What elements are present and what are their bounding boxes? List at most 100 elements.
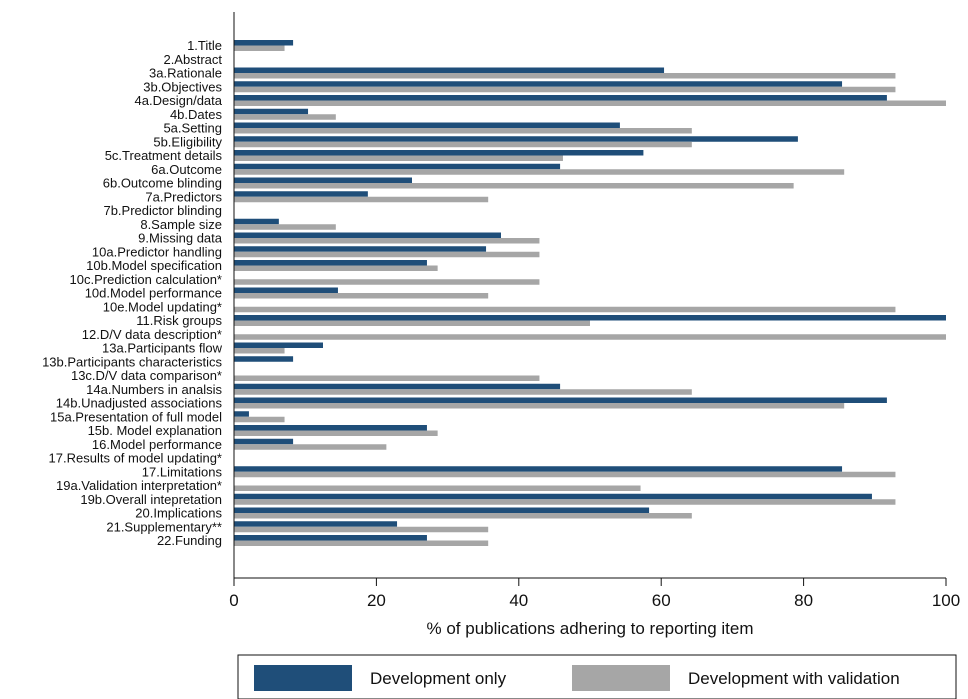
bar-development-with-validation <box>234 169 845 175</box>
bar-development-with-validation <box>234 416 285 423</box>
bar-development-only <box>234 177 412 183</box>
x-tick-label: 100 <box>932 591 960 610</box>
category-label: 6a.Outcome <box>151 162 222 177</box>
bar-development-with-validation <box>234 306 896 313</box>
category-label: 19a.Validation interpretation* <box>56 478 222 493</box>
category-label: 9.Missing data <box>138 231 223 246</box>
bar-development-with-validation <box>234 265 438 271</box>
bar-development-with-validation <box>234 196 489 203</box>
x-tick-label: 60 <box>652 591 671 610</box>
x-tick-label: 80 <box>794 591 813 610</box>
category-label: 5c.Treatment details <box>105 148 223 163</box>
category-label: 6b.Outcome blinding <box>103 176 222 191</box>
bar-development-only <box>234 493 872 500</box>
legend-label-development-with-validation: Development with validation <box>688 669 900 688</box>
legend: Development only Development with valida… <box>237 654 957 699</box>
bars-layer <box>234 40 946 546</box>
bar-development-only <box>234 232 501 238</box>
bar-development-only <box>234 521 398 527</box>
bar-development-with-validation <box>234 141 692 148</box>
category-label: 5b.Eligibility <box>153 134 222 149</box>
bar-development-with-validation <box>234 128 692 134</box>
category-label: 8.Sample size <box>140 217 222 232</box>
category-label: 7b.Predictor blinding <box>103 203 222 218</box>
category-label: 10b.Model specification <box>86 258 222 273</box>
category-label: 13c.D/V data comparison* <box>71 368 222 383</box>
bar-development-with-validation <box>234 45 285 51</box>
category-label: 20.Implications <box>135 506 222 521</box>
category-label: 7a.Predictors <box>145 189 222 204</box>
x-tick-label: 0 <box>229 591 238 610</box>
bar-development-with-validation <box>234 471 896 478</box>
bar-development-with-validation <box>234 114 336 120</box>
bar-development-only <box>234 411 249 417</box>
bar-development-only <box>234 67 665 73</box>
category-label: 16.Model performance <box>92 437 222 452</box>
bar-development-with-validation <box>234 86 896 93</box>
bar-development-with-validation <box>234 279 540 285</box>
bar-development-with-validation <box>234 513 692 519</box>
bar-development-only <box>234 40 294 46</box>
bar-development-with-validation <box>234 389 692 395</box>
category-label: 14a.Numbers in analsis <box>86 382 222 397</box>
bar-development-only <box>234 150 644 156</box>
bar-development-only <box>234 507 650 513</box>
category-label: 13a.Participants flow <box>102 341 223 356</box>
bar-development-only <box>234 315 946 321</box>
bar-development-with-validation <box>234 375 540 381</box>
category-label: 22.Funding <box>157 533 222 548</box>
bar-development-only <box>234 122 620 128</box>
category-label: 17.Limitations <box>142 464 223 479</box>
bar-development-with-validation <box>234 444 387 450</box>
category-label: 1.Title <box>187 38 222 53</box>
category-label: 10c.Prediction calculation* <box>70 272 222 287</box>
bar-development-only <box>234 260 427 266</box>
bar-development-only <box>234 383 561 390</box>
bar-development-with-validation <box>234 485 641 491</box>
category-label: 4b.Dates <box>170 107 223 122</box>
legend-swatch-development-only <box>254 665 352 691</box>
bar-development-only <box>234 218 279 225</box>
bar-development-with-validation <box>234 293 489 299</box>
bar-development-only <box>234 438 294 445</box>
category-label: 5a.Setting <box>163 121 222 136</box>
bar-development-only <box>234 163 561 170</box>
legend-swatch-development-with-validation <box>572 665 670 691</box>
category-label: 11.Risk groups <box>136 313 222 328</box>
bar-development-with-validation <box>234 251 540 258</box>
bar-development-with-validation <box>234 183 794 189</box>
bar-development-with-validation <box>234 238 540 244</box>
category-label: 21.Supplementary** <box>106 519 222 534</box>
bar-development-only <box>234 246 487 252</box>
bar-development-with-validation <box>234 224 336 230</box>
bar-development-only <box>234 95 887 101</box>
category-label: 10e.Model updating* <box>103 299 222 314</box>
bar-development-only <box>234 81 843 87</box>
category-label: 4a.Design/data <box>135 93 223 108</box>
bar-development-only <box>234 425 427 431</box>
category-label: 10a.Predictor handling <box>92 244 222 259</box>
category-label: 15b. Model explanation <box>88 423 222 438</box>
x-axis: 0 20 40 60 80 100 <box>229 12 960 610</box>
category-label: 17.Results of model updating* <box>49 451 222 466</box>
bar-development-with-validation <box>234 100 946 106</box>
category-label: 12.D/V data description* <box>82 327 222 342</box>
bar-development-with-validation <box>234 320 590 326</box>
bar-development-with-validation <box>234 334 946 340</box>
bar-development-with-validation <box>234 430 438 436</box>
bar-development-only <box>234 108 309 115</box>
bar-development-only <box>234 397 887 403</box>
x-axis-title: % of publications adhering to reporting … <box>427 619 754 638</box>
x-tick-label: 20 <box>367 591 386 610</box>
category-label: 3b.Objectives <box>143 79 222 94</box>
category-label: 10d.Model performance <box>85 286 222 301</box>
bar-development-only <box>234 342 323 348</box>
bar-development-with-validation <box>234 403 845 409</box>
x-tick-label: 40 <box>509 591 528 610</box>
category-label: 19b.Overall intepretation <box>80 492 222 507</box>
category-label: 13b.Participants characteristics <box>42 354 222 369</box>
category-label: 14b.Unadjusted associations <box>56 396 223 411</box>
bar-development-only <box>234 535 427 541</box>
bar-development-only <box>234 287 338 293</box>
